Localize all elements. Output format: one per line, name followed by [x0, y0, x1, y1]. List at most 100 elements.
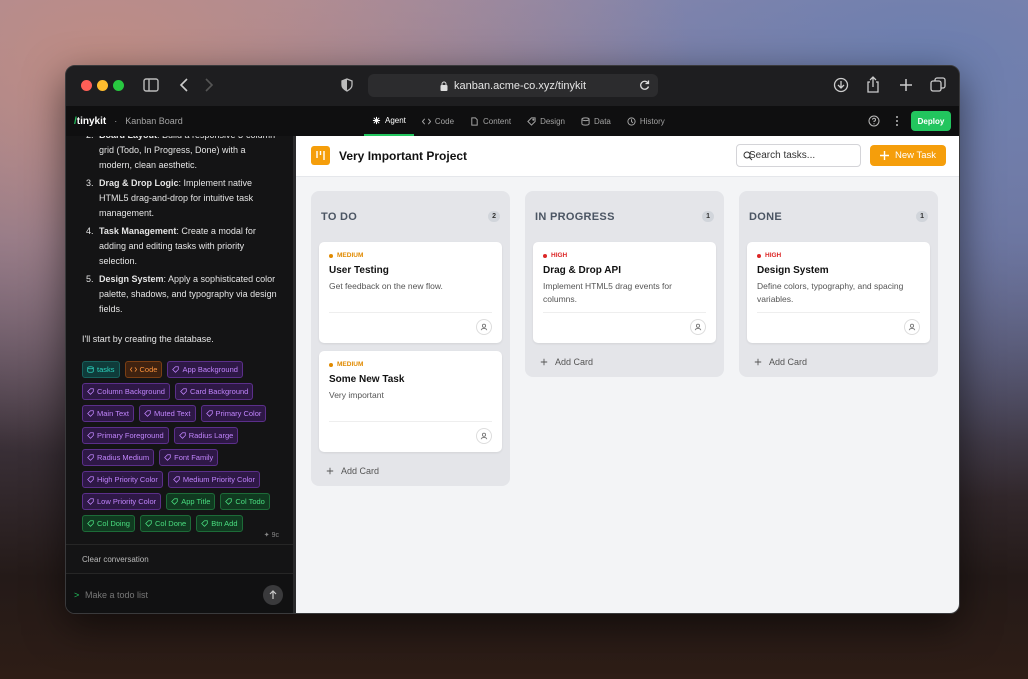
reload-button[interactable] — [639, 80, 650, 91]
column-title: IN PROGRESS — [535, 210, 615, 223]
field-chip[interactable]: Radius Medium — [82, 449, 155, 466]
add-card-button[interactable]: Add Card — [525, 351, 724, 367]
step-number: 3. — [86, 178, 94, 188]
assignee-avatar[interactable] — [690, 319, 706, 335]
tab[interactable]: Data — [573, 106, 619, 136]
step-title: Task Management — [99, 226, 177, 236]
address-bar[interactable]: kanban.acme-co.xyz/tinykit — [368, 74, 658, 97]
new-tab-button[interactable] — [899, 78, 913, 92]
field-chip[interactable]: Card Background — [174, 383, 254, 400]
tab[interactable]: History — [619, 106, 673, 136]
chip-label: Column Background — [97, 387, 165, 396]
new-task-button[interactable]: New Task — [870, 145, 946, 166]
icon — [205, 410, 213, 417]
tab-label: History — [639, 116, 665, 126]
field-chip[interactable]: Primary Foreground — [82, 427, 169, 444]
field-chip[interactable]: Col Doing — [82, 515, 135, 532]
priority-dot — [329, 362, 333, 367]
clear-conversation-button[interactable]: Clear conversation — [66, 544, 293, 574]
field-chip[interactable]: Main Text — [82, 405, 134, 422]
field-chip[interactable]: High Priority Color — [82, 471, 163, 488]
add-card-label: Add Card — [341, 466, 380, 476]
icon — [87, 498, 94, 505]
sidebar-button[interactable] — [143, 78, 159, 92]
tab[interactable]: Agent — [364, 106, 414, 136]
send-button[interactable] — [263, 585, 283, 605]
field-chip[interactable]: Code — [124, 361, 163, 378]
plan-step: 4. Task Management: Create a modal for ad… — [66, 224, 293, 269]
icon — [178, 432, 186, 439]
tabs-button[interactable] — [930, 77, 946, 93]
field-chip[interactable]: Col Todo — [220, 493, 270, 510]
tab[interactable]: Design — [519, 106, 573, 136]
chip-label: Radius Large — [188, 431, 234, 440]
task-card[interactable]: HIGH Drag & Drop API Implement HTML5 drag … — [533, 242, 716, 343]
field-chip[interactable]: Col Done — [139, 515, 192, 532]
assignee-avatar[interactable] — [476, 319, 492, 335]
close-button[interactable] — [81, 80, 92, 91]
search-placeholder: Search tasks... — [749, 150, 816, 161]
column-title: TO DO — [321, 210, 358, 223]
field-chip[interactable]: Btn Add — [196, 515, 243, 532]
assignee-avatar[interactable] — [904, 319, 920, 335]
zoom-button[interactable] — [113, 80, 124, 91]
minimize-button[interactable] — [97, 80, 108, 91]
more-button[interactable] — [895, 115, 899, 127]
column-count: 1 — [702, 211, 714, 222]
logo-text: tinykit — [76, 115, 107, 127]
field-chip[interactable]: App Background — [167, 361, 243, 378]
icon — [372, 116, 381, 124]
icon — [172, 366, 180, 373]
task-card[interactable]: MEDIUM User Testing Get feedback on the ne… — [319, 242, 502, 343]
field-chip[interactable]: Radius Large — [173, 427, 239, 444]
icon — [87, 476, 94, 483]
icon — [173, 476, 180, 483]
app-preview: Very Important Project Search tasks... N… — [296, 136, 959, 613]
plan-step: 2. Board Layout: Build a responsive 3-col… — [66, 136, 293, 173]
tab[interactable]: Code — [414, 106, 462, 136]
forward-button[interactable] — [204, 78, 214, 92]
shield-icon[interactable] — [341, 78, 353, 92]
prompt-box[interactable]: > Make a todo list — [66, 574, 293, 613]
field-chip[interactable]: tasks — [82, 361, 120, 378]
app-header: /tinykit · Kanban Board Agent Code Content… — [66, 106, 959, 137]
tab-label: Design — [540, 116, 565, 126]
icon — [627, 116, 636, 126]
separator: · — [114, 116, 118, 126]
field-chip[interactable]: Font Family — [159, 449, 219, 466]
icon — [694, 323, 702, 331]
task-card[interactable]: HIGH Design System Define colors, typograp… — [747, 242, 930, 343]
field-chip[interactable]: Muted Text — [138, 405, 196, 422]
step-title: Drag & Drop Logic — [99, 178, 179, 188]
field-chip[interactable]: App Title — [166, 493, 216, 510]
add-card-button[interactable]: Add Card — [739, 351, 938, 367]
logo-mark: / — [74, 115, 77, 127]
field-chip[interactable]: Primary Color — [200, 405, 267, 422]
help-button[interactable] — [868, 115, 880, 127]
downloads-button[interactable] — [833, 77, 849, 93]
priority-label: HIGH — [551, 252, 568, 259]
share-button[interactable] — [866, 76, 880, 94]
deploy-button[interactable]: Deploy — [911, 111, 951, 131]
add-card-label: Add Card — [769, 357, 808, 367]
chip-label: Btn Add — [211, 519, 238, 528]
tab[interactable]: Content — [462, 106, 519, 136]
chip-label: Low Priority Color — [97, 497, 157, 506]
logo: /tinykit — [74, 116, 106, 127]
card-footer — [757, 312, 920, 335]
column: TO DO 2 MEDIUM User Testing Get feedback on … — [311, 191, 510, 486]
field-chip[interactable]: Medium Priority Color — [167, 471, 260, 488]
column-header: TO DO 2 — [311, 191, 510, 242]
column: DONE 1 HIGH Design System Define colors, typ… — [739, 191, 938, 377]
field-chip[interactable]: Column Background — [82, 383, 170, 400]
icon — [421, 117, 431, 125]
assignee-avatar[interactable] — [476, 428, 492, 444]
back-button[interactable] — [179, 78, 189, 92]
chip-label: Main Text — [97, 409, 129, 418]
add-card-button[interactable]: Add Card — [311, 460, 510, 476]
field-chip[interactable]: Low Priority Color — [82, 493, 162, 510]
agent-panel: 2. Board Layout: Build a responsive 3-col… — [66, 136, 296, 613]
task-card[interactable]: MEDIUM Some New Task Very important — [319, 351, 502, 452]
search-input[interactable]: Search tasks... — [736, 144, 861, 167]
priority-label: HIGH — [765, 252, 782, 259]
